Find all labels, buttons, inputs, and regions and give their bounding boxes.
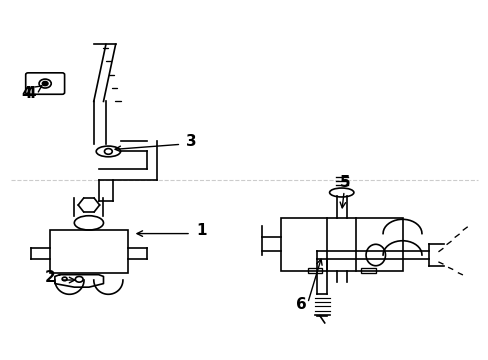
Text: 4: 4	[26, 86, 42, 101]
Bar	[50, 230, 127, 273]
Bar	[281, 217, 402, 271]
Text: 5: 5	[339, 175, 349, 190]
Bar	[307, 267, 322, 273]
Circle shape	[42, 81, 48, 86]
Text: 2: 2	[45, 270, 56, 285]
Text: 1: 1	[196, 223, 206, 238]
Text: 6: 6	[295, 297, 305, 312]
Text: 3: 3	[186, 134, 196, 149]
Text: 4: 4	[21, 86, 31, 101]
Bar	[361, 267, 375, 273]
